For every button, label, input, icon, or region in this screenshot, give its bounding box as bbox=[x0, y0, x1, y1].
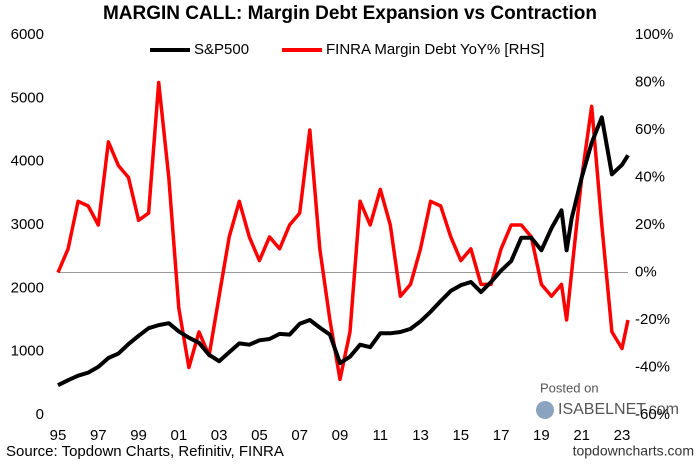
watermark: ISABELNET.com bbox=[558, 401, 679, 418]
x-tick-label: 95 bbox=[50, 427, 67, 444]
y2-tick-label: 60% bbox=[635, 121, 665, 138]
x-tick-label: 05 bbox=[251, 427, 268, 444]
y2-tick-label: 40% bbox=[635, 168, 665, 185]
y-tick-label: 6000 bbox=[11, 26, 44, 43]
y2-tick-label: 80% bbox=[635, 73, 665, 90]
watermark: Posted on bbox=[540, 380, 599, 395]
x-tick-label: 03 bbox=[211, 427, 228, 444]
y2-tick-label: 0% bbox=[635, 263, 657, 280]
y2-tick-label: 20% bbox=[635, 216, 665, 233]
x-tick-label: 09 bbox=[332, 427, 349, 444]
y-tick-label: 2000 bbox=[11, 279, 44, 296]
x-tick-label: 11 bbox=[372, 427, 388, 444]
y-tick-label: 1000 bbox=[11, 343, 44, 360]
x-tick-label: 17 bbox=[493, 427, 510, 444]
credit: topdowncharts.com bbox=[573, 443, 694, 459]
series-line bbox=[57, 115, 630, 387]
x-tick-label: 21 bbox=[573, 427, 590, 444]
y2-tick-label: 100% bbox=[635, 26, 673, 43]
series-line bbox=[56, 80, 630, 382]
x-tick-label: 99 bbox=[130, 427, 147, 444]
x-tick-label: 97 bbox=[90, 427, 107, 444]
y-tick-label: 5000 bbox=[11, 89, 44, 106]
x-tick-label: 23 bbox=[614, 427, 631, 444]
legend-label: S&P500 bbox=[194, 41, 249, 58]
x-tick-label: 15 bbox=[452, 427, 469, 444]
y-tick-label: 0 bbox=[36, 406, 44, 423]
chart-title: MARGIN CALL: Margin Debt Expansion vs Co… bbox=[103, 3, 597, 24]
y2-tick-label: -20% bbox=[635, 311, 670, 328]
y-tick-label: 3000 bbox=[11, 216, 44, 233]
x-tick-label: 13 bbox=[412, 427, 429, 444]
y2-tick-label: -40% bbox=[635, 358, 670, 375]
x-tick-label: 19 bbox=[533, 427, 550, 444]
watermark-logo bbox=[536, 401, 554, 419]
y-tick-label: 4000 bbox=[11, 153, 44, 170]
source: Source: Topdown Charts, Refinitiv, FINRA bbox=[6, 443, 284, 460]
x-tick-label: 01 bbox=[171, 427, 188, 444]
legend-label: FINRA Margin Debt YoY% [RHS] bbox=[326, 41, 544, 58]
y2-tick-label: -60% bbox=[635, 406, 670, 423]
x-tick-label: 07 bbox=[291, 427, 308, 444]
